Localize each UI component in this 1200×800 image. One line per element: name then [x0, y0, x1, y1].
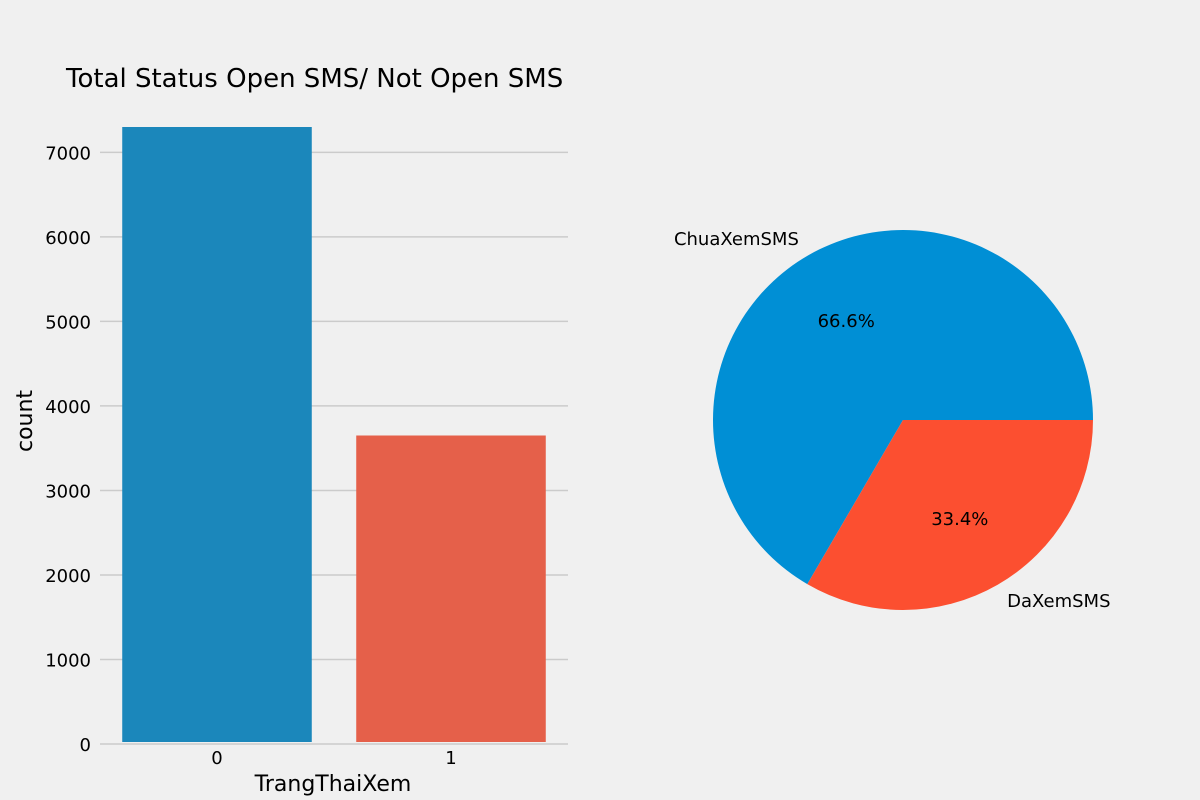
- bar-y-axis-label: count: [13, 390, 38, 452]
- pie-slice-ChuaXemSMS: [712, 229, 1093, 585]
- bar-y-tick-label: 1000: [45, 650, 91, 671]
- bar-x-tick-label: 0: [211, 748, 222, 769]
- bar-y-tick-label: 3000: [45, 481, 91, 502]
- pie-label: DaXemSMS: [1007, 591, 1110, 612]
- bar-y-tick-label: 7000: [45, 143, 91, 164]
- bar-y-tick-label: 0: [80, 735, 91, 756]
- bar-bars: [122, 127, 546, 742]
- bar-0: [122, 127, 312, 742]
- bar-chart-title: Total Status Open SMS/ Not Open SMS: [65, 64, 563, 94]
- pie-chart: ChuaXemSMS 66.6% DaXemSMS 33.4%: [674, 229, 1111, 612]
- pie-pct-label: 66.6%: [818, 311, 875, 332]
- bar-y-tick-label: 6000: [45, 228, 91, 249]
- bar-y-tick-label: 2000: [45, 566, 91, 587]
- bar-x-tick-label: 1: [445, 748, 456, 769]
- bar-y-tick-label: 5000: [45, 312, 91, 333]
- pie-pct-label: 33.4%: [931, 509, 988, 530]
- bar-y-tick-label: 4000: [45, 397, 91, 418]
- bar-x-axis-label: TrangThaiXem: [254, 772, 412, 797]
- bar-1: [356, 435, 546, 742]
- bar-y-tick-labels: 0 1000 2000 3000 4000 5000 6000 7000: [45, 143, 91, 756]
- pie-slice-DaXemSMS: [807, 420, 1093, 610]
- pie-label: ChuaXemSMS: [674, 229, 799, 250]
- bar-chart: Total Status Open SMS/ Not Open SMS 0100…: [13, 64, 568, 797]
